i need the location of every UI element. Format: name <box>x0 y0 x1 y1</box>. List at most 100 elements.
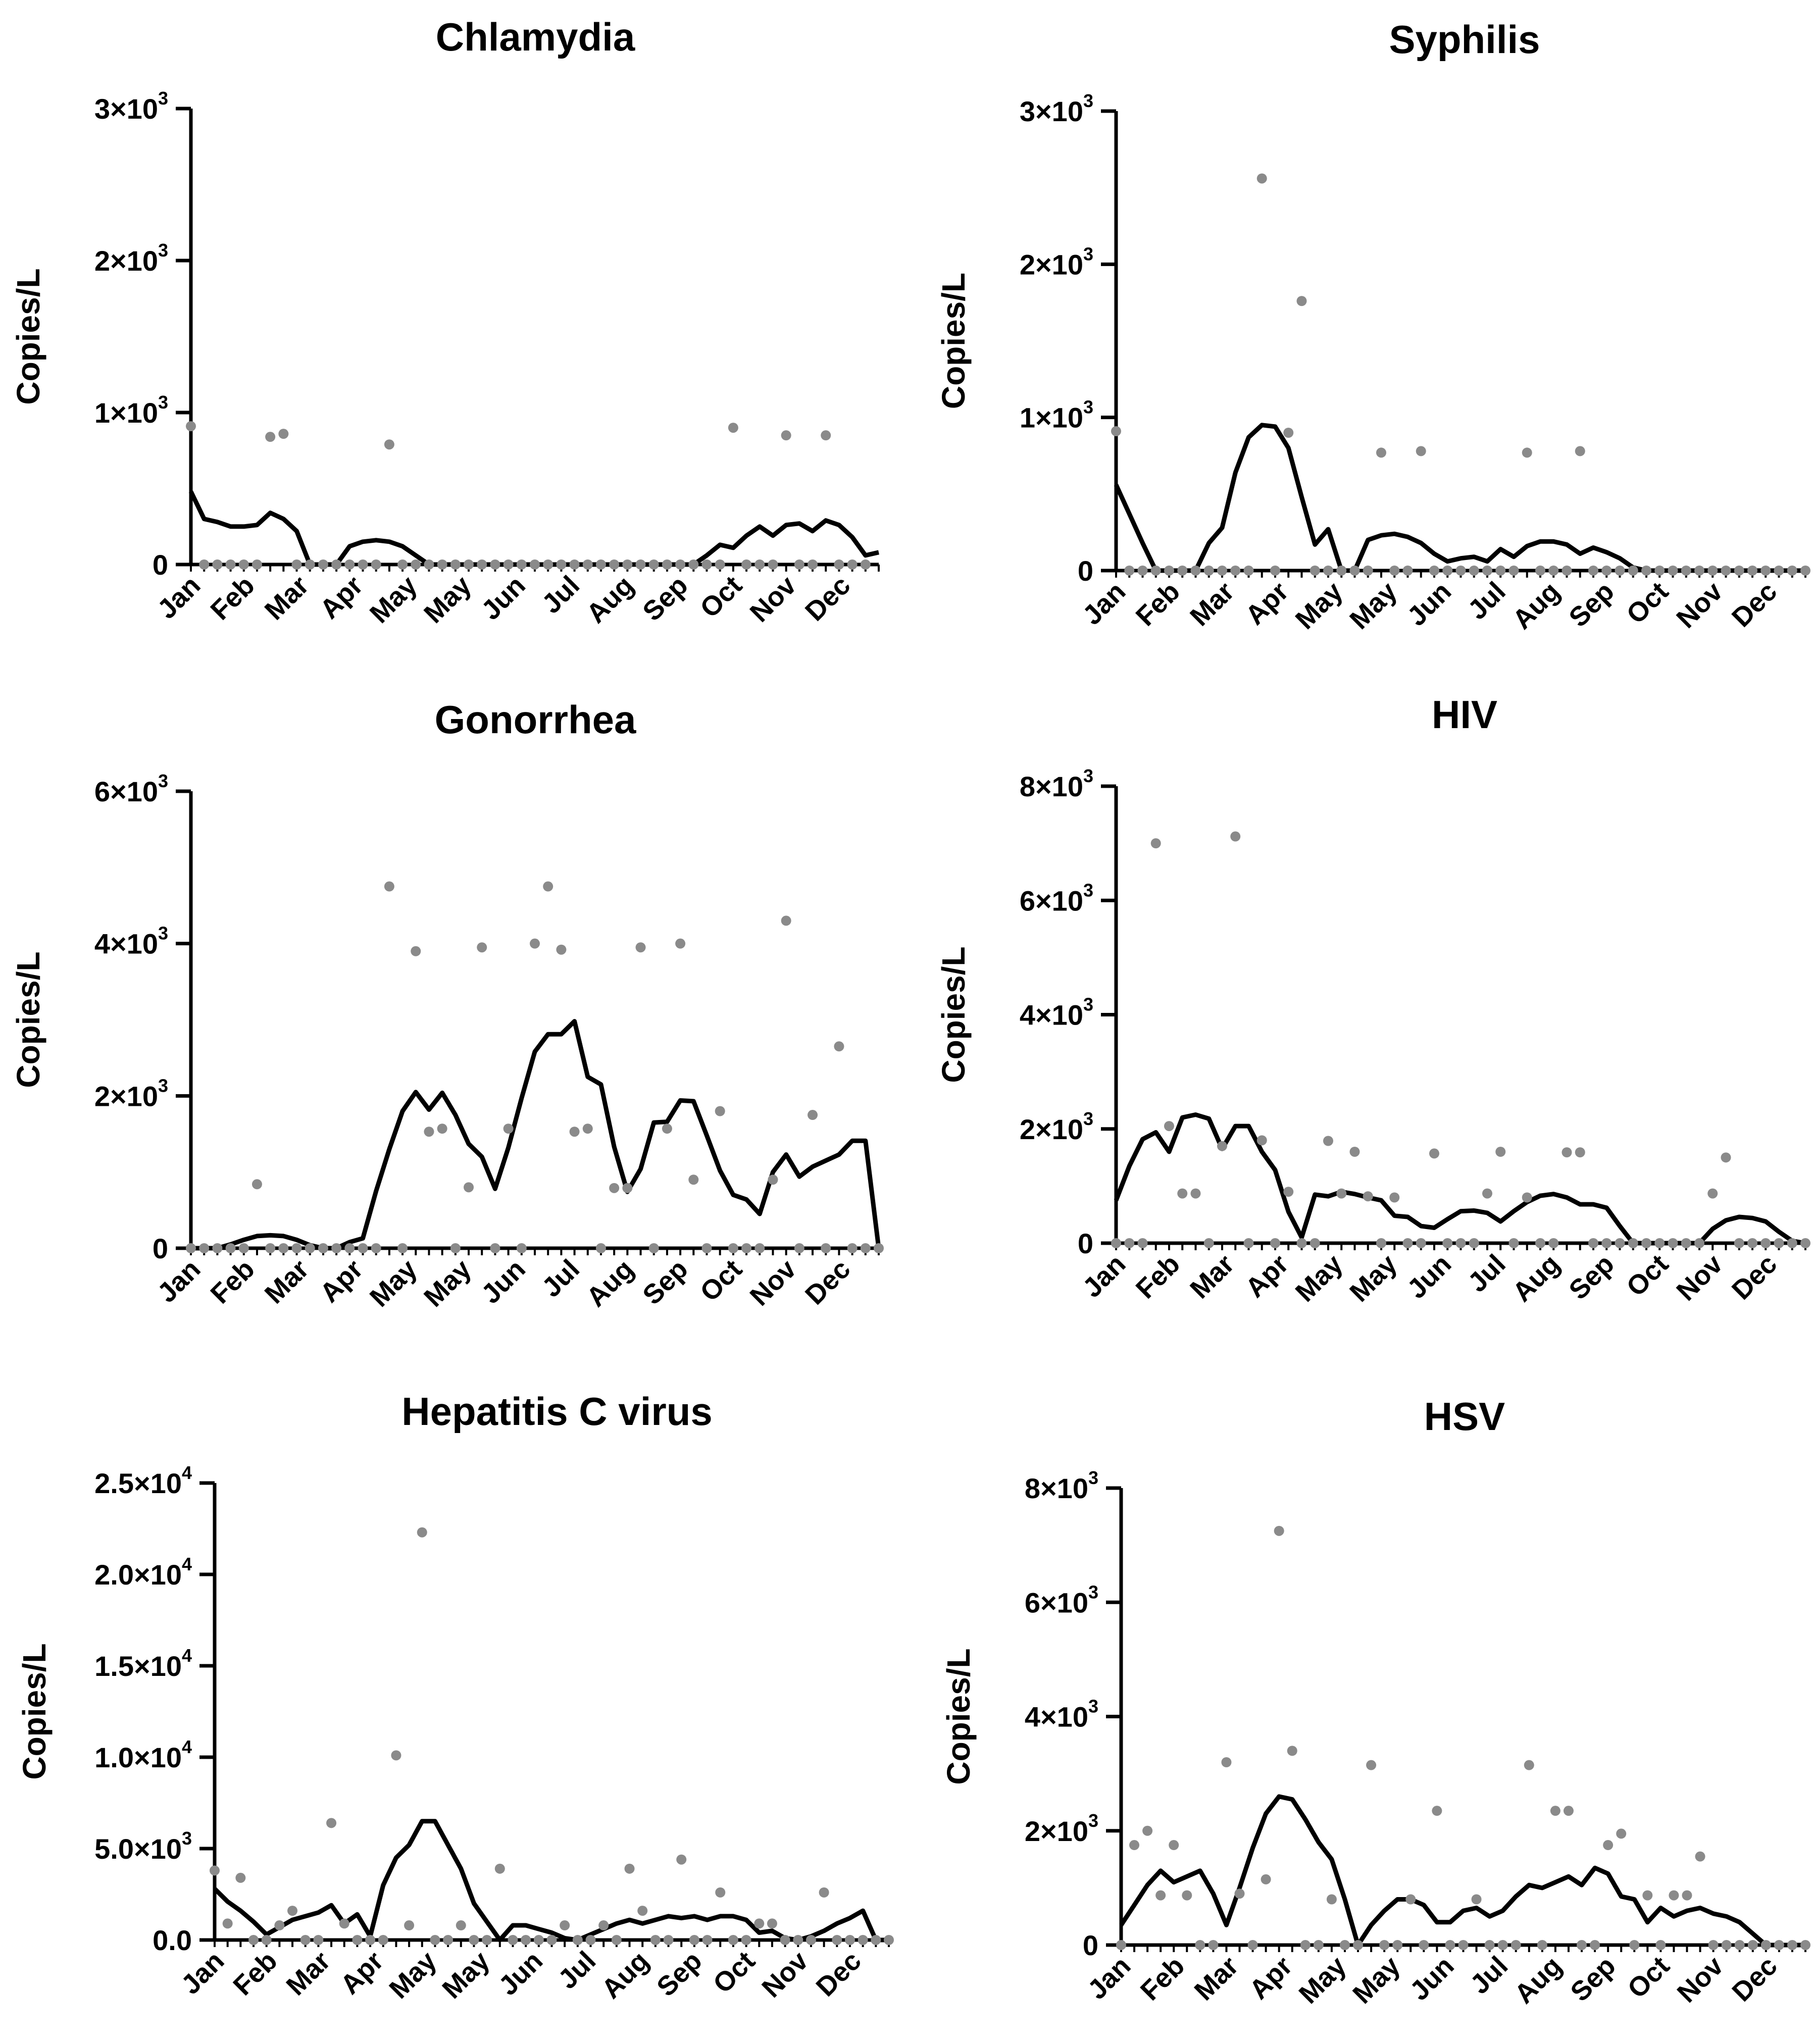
y-tick-label: 4×103 <box>94 923 168 960</box>
data-point <box>648 1243 659 1253</box>
data-point <box>1668 1238 1678 1248</box>
data-point <box>1669 1890 1679 1901</box>
data-point <box>582 559 593 570</box>
data-point <box>397 559 408 570</box>
data-point <box>305 559 315 570</box>
data-point <box>251 1179 262 1190</box>
data-point <box>1217 566 1227 576</box>
data-point <box>411 559 421 570</box>
data-point <box>847 559 858 570</box>
data-point <box>1588 566 1598 576</box>
data-point <box>1628 1238 1638 1248</box>
data-point <box>186 1243 196 1253</box>
data-point <box>1164 1121 1174 1132</box>
data-point <box>860 1243 871 1253</box>
data-point <box>754 1243 765 1253</box>
data-point <box>1548 1238 1559 1248</box>
data-point <box>1339 1940 1350 1950</box>
x-tick-label: Nov <box>1671 1249 1729 1307</box>
data-point <box>1310 1238 1320 1248</box>
data-point <box>326 1818 337 1828</box>
data-point <box>222 1918 233 1929</box>
data-point <box>1256 173 1267 184</box>
data-point <box>1747 566 1757 576</box>
data-point <box>1787 1940 1797 1950</box>
data-point <box>287 1906 298 1916</box>
x-tick-label: Jun <box>476 1254 531 1309</box>
data-point <box>1508 566 1519 576</box>
data-point <box>1616 1828 1627 1839</box>
y-tick-label: 2×103 <box>94 1075 168 1112</box>
data-point <box>1654 1238 1665 1248</box>
x-tick-label: Sep <box>651 1946 708 2002</box>
data-point <box>1402 1238 1413 1248</box>
data-point <box>1221 1757 1232 1767</box>
y-tick-label: 6×103 <box>1020 880 1093 916</box>
data-point <box>676 1854 687 1865</box>
x-tick-label: Oct <box>694 570 748 624</box>
data-point <box>1442 566 1453 576</box>
data-point <box>443 1935 454 1945</box>
data-point <box>391 1750 401 1761</box>
data-point <box>819 1887 829 1898</box>
chart-panel-1: SyphilisCopies/L01×1032×1033×103JanFebMa… <box>935 17 1810 635</box>
x-tick-label: May <box>1293 1951 1352 2010</box>
x-tick-label: May <box>364 1254 423 1313</box>
data-point <box>741 559 752 570</box>
data-point <box>701 559 712 570</box>
data-point <box>585 1935 596 1945</box>
data-point <box>1721 566 1731 576</box>
data-point <box>1336 1188 1347 1199</box>
data-point <box>1469 1238 1479 1248</box>
data-point <box>781 915 791 926</box>
data-point <box>847 1243 858 1253</box>
data-point <box>1150 566 1161 576</box>
data-point <box>1169 1840 1179 1851</box>
x-tick-label: Apr <box>335 1946 389 2000</box>
data-point <box>1601 566 1612 576</box>
data-point <box>1442 1238 1453 1248</box>
y-tick-label: 1×103 <box>1020 397 1093 434</box>
y-tick-label: 5.0×103 <box>94 1828 192 1865</box>
data-point <box>358 559 368 570</box>
data-point <box>556 944 567 955</box>
data-point <box>1416 1238 1426 1248</box>
data-point <box>1510 1940 1521 1950</box>
data-point <box>300 1935 311 1945</box>
x-tick-label: Jun <box>493 1946 548 2001</box>
data-point <box>1681 566 1691 576</box>
data-point <box>1230 566 1241 576</box>
data-point <box>530 559 540 570</box>
data-point <box>1256 1135 1267 1146</box>
data-point <box>688 1174 699 1185</box>
data-point <box>884 1935 894 1945</box>
x-tick-label: Apr <box>1240 576 1294 631</box>
data-point <box>1349 1147 1360 1157</box>
data-point <box>1642 1890 1653 1901</box>
data-point <box>521 1935 531 1945</box>
data-point <box>371 559 381 570</box>
x-tick-label: Apr <box>314 570 369 625</box>
data-point <box>482 1935 492 1945</box>
data-point <box>1270 566 1280 576</box>
x-tick-label: Oct <box>1621 1249 1674 1302</box>
data-point <box>741 1243 752 1253</box>
data-point <box>635 942 646 953</box>
x-tick-label: Nov <box>756 1946 814 2004</box>
x-tick-label: Feb <box>205 570 260 626</box>
data-point <box>767 1918 777 1929</box>
y-axis-label: Copies/L <box>940 1648 977 1784</box>
x-tick-label: May <box>436 1946 495 2005</box>
data-point <box>1296 296 1307 306</box>
x-tick-label: Jul <box>536 570 586 620</box>
data-point <box>1562 1147 1572 1158</box>
data-point <box>1366 1760 1377 1770</box>
x-tick-label: Dec <box>1726 576 1783 633</box>
x-tick-label: Mar <box>1189 1951 1244 2006</box>
data-point <box>543 881 553 892</box>
data-point <box>1190 1188 1201 1199</box>
data-point <box>1243 566 1254 576</box>
data-point <box>1760 566 1771 576</box>
y-axis-label: Copies/L <box>935 946 972 1083</box>
